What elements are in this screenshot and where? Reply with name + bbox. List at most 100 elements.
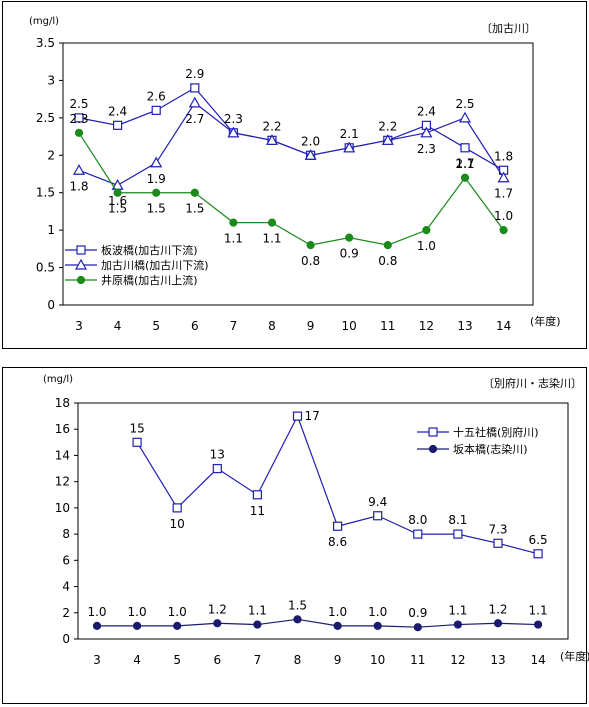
chart2-series-1-data-label: 6.5 [529, 533, 548, 547]
chart2-series-1-data-label: 7.3 [488, 522, 507, 536]
chart2-series-2-data-label: 1.0 [368, 605, 387, 619]
chart1-series-1-data-label: 2.2 [262, 119, 281, 133]
chart2-y-tick-label: 6 [62, 553, 70, 567]
chart1-series-2-data-label: 2.5 [455, 97, 474, 111]
chart1-legend-marker [76, 245, 86, 255]
chart1-legend-label: 井原橋(加古川上流) [101, 273, 198, 287]
chart1-series-1-data-label: 2.6 [147, 89, 166, 103]
chart2-series-1-data-label: 10 [170, 517, 185, 531]
chart1-unit-label: (mg/l) [29, 16, 59, 27]
chart1-series-1-line [78, 87, 504, 171]
chart2-y-tick-label: 0 [62, 632, 70, 646]
chart2-series-2-point [213, 619, 222, 628]
chart1-legend-label: 加古川橋(加古川下流) [101, 258, 209, 272]
chart1-x-tick-label: 12 [419, 319, 434, 333]
chart1-y-tick-label: 1 [47, 223, 55, 237]
chart2-series-2-data-label: 1.1 [248, 604, 267, 618]
chart2-series-1-data-label: 8.0 [408, 513, 427, 527]
chart2-y-tick-label: 10 [55, 501, 70, 515]
chart2-x-tick-label: 6 [213, 653, 221, 667]
chart1-y-tick-label: 2.5 [36, 111, 55, 125]
chart1-series-2-point [227, 126, 240, 138]
chart2-y-tick-label: 8 [62, 527, 70, 541]
chart2-x-tick-label: 10 [370, 653, 385, 667]
chart1-x-tick-label: 3 [75, 319, 83, 333]
chart2-legend-marker [428, 427, 438, 437]
chart2-series-1-point [533, 549, 543, 559]
chart2-y-tick-label: 14 [55, 448, 70, 462]
chart1-series-3-data-label: 1.5 [147, 202, 166, 216]
chart2-plot-area [77, 402, 569, 640]
chart2-x-tick-label: 9 [334, 653, 342, 667]
chart1-series-3-point [383, 241, 392, 250]
chart2-series-1-point [493, 538, 503, 548]
chart2-legend-marker [428, 444, 438, 454]
chart2-x-tick-label: 5 [173, 653, 181, 667]
chart1-y-tick-label: 3 [47, 73, 55, 87]
chart2-series-2-data-label: 1.0 [168, 605, 187, 619]
chart1-series-3-point [190, 188, 199, 197]
chart2-series-1-data-label: 17 [305, 409, 320, 423]
chart1-series-2-point [150, 156, 163, 168]
chart2-series-1-data-label: 8.6 [328, 535, 347, 549]
chart1-series-2-data-label: 1.7 [494, 187, 513, 201]
chart1-x-tick-label: 7 [230, 319, 238, 333]
chart1-series-2-data-label: 2.7 [185, 112, 204, 126]
chart1-series-1-data-label: 2.1 [340, 127, 359, 141]
chart2-series-2-point [373, 621, 382, 630]
chart2-series-2-data-label: 1.0 [328, 605, 347, 619]
chart2-y-tick-label: 2 [62, 606, 70, 620]
chart1-region-label: 〔加古川〕 [481, 22, 536, 35]
chart-panel-beppu-shijimi: 0 2 4 6 8 10 12 14 16 18 3 4 5 6 7 8 9 10 11 12 13 14 (mg/l) 〔別… [2, 367, 589, 704]
chart2-region-label: 〔別府川・志染川〕 [483, 376, 582, 390]
chart1-plot-area [62, 42, 534, 306]
chart1-y-tick-label: 2 [47, 148, 55, 162]
chart2-series-1-data-label: 15 [129, 421, 144, 435]
chart1-x-tick-label: 14 [496, 319, 511, 333]
chart1-x-tick-label: 10 [342, 319, 357, 333]
chart2-unit-label: (mg/l) [43, 374, 73, 385]
chart1-x-axis-suffix: (年度) [530, 314, 561, 328]
chart2-series-1-data-label: 8.1 [448, 513, 467, 527]
chart1-series-3-data-label: 1.5 [108, 202, 127, 216]
chart1-series-3-point [306, 241, 315, 250]
chart1-series-2-point [343, 141, 356, 153]
chart2-x-tick-label: 13 [490, 653, 505, 667]
chart1-series-3-point [460, 173, 470, 182]
chart2-series-1-data-label: 11 [250, 504, 265, 518]
chart1-legend-marker [74, 258, 88, 270]
chart2-series-2-point [333, 621, 342, 630]
chart1-y-tick-label: 1.5 [36, 186, 55, 200]
chart2-series-2-data-label: 0.9 [408, 606, 427, 620]
chart2-series-2-point [92, 621, 102, 630]
chart1-y-tick-label: 0 [47, 298, 55, 312]
chart1-series-2-data-label: 1.6 [108, 194, 127, 208]
chart2-series-2-data-label: 1.1 [448, 604, 467, 618]
chart2-series-2-data-label: 1.0 [87, 605, 106, 619]
chart2-y-tick-label: 16 [55, 422, 70, 436]
chart2-series-1-point [212, 463, 222, 474]
chart1-series-1-data-label: 2.5 [69, 97, 88, 111]
chart1-series-1-data-label: 2.9 [185, 67, 204, 81]
chart1-series-3-data-label: 1.1 [262, 232, 281, 246]
chart1-legend-label: 板波橋(加古川下流) [101, 243, 198, 257]
chart1-series-2-point [265, 134, 279, 145]
chart1-series-2-point [420, 126, 433, 138]
chart1-x-tick-label: 11 [380, 319, 395, 333]
chart2-series-1-point [252, 490, 262, 500]
chart2-series-2-point [534, 620, 543, 629]
chart1-series-2-data-label: 1.8 [69, 179, 88, 193]
chart-kakogawa: 0 0.5 1 1.5 2 2.5 3 3.5 3 4 5 6 7 8 9 10 11 12 13 14 (mg/l) 〔… [29, 16, 561, 333]
chart2-series-2-point [453, 620, 462, 629]
chart2-series-2-point [173, 621, 182, 630]
chart1-series-2-data-label: 1.9 [147, 172, 166, 186]
chart2-x-tick-label: 4 [133, 653, 141, 667]
chart1-series-1-data-label: 2.0 [301, 134, 320, 148]
chart2-series-1-point [292, 411, 303, 421]
chart1-series-3-point [229, 218, 238, 227]
chart1-series-3-point [422, 226, 431, 235]
chart1-series-1-point [460, 143, 470, 153]
chart1-x-tick-label: 4 [114, 319, 122, 333]
chart1-x-tick-label: 5 [152, 319, 160, 333]
chart2-y-tick-label: 12 [55, 475, 70, 489]
